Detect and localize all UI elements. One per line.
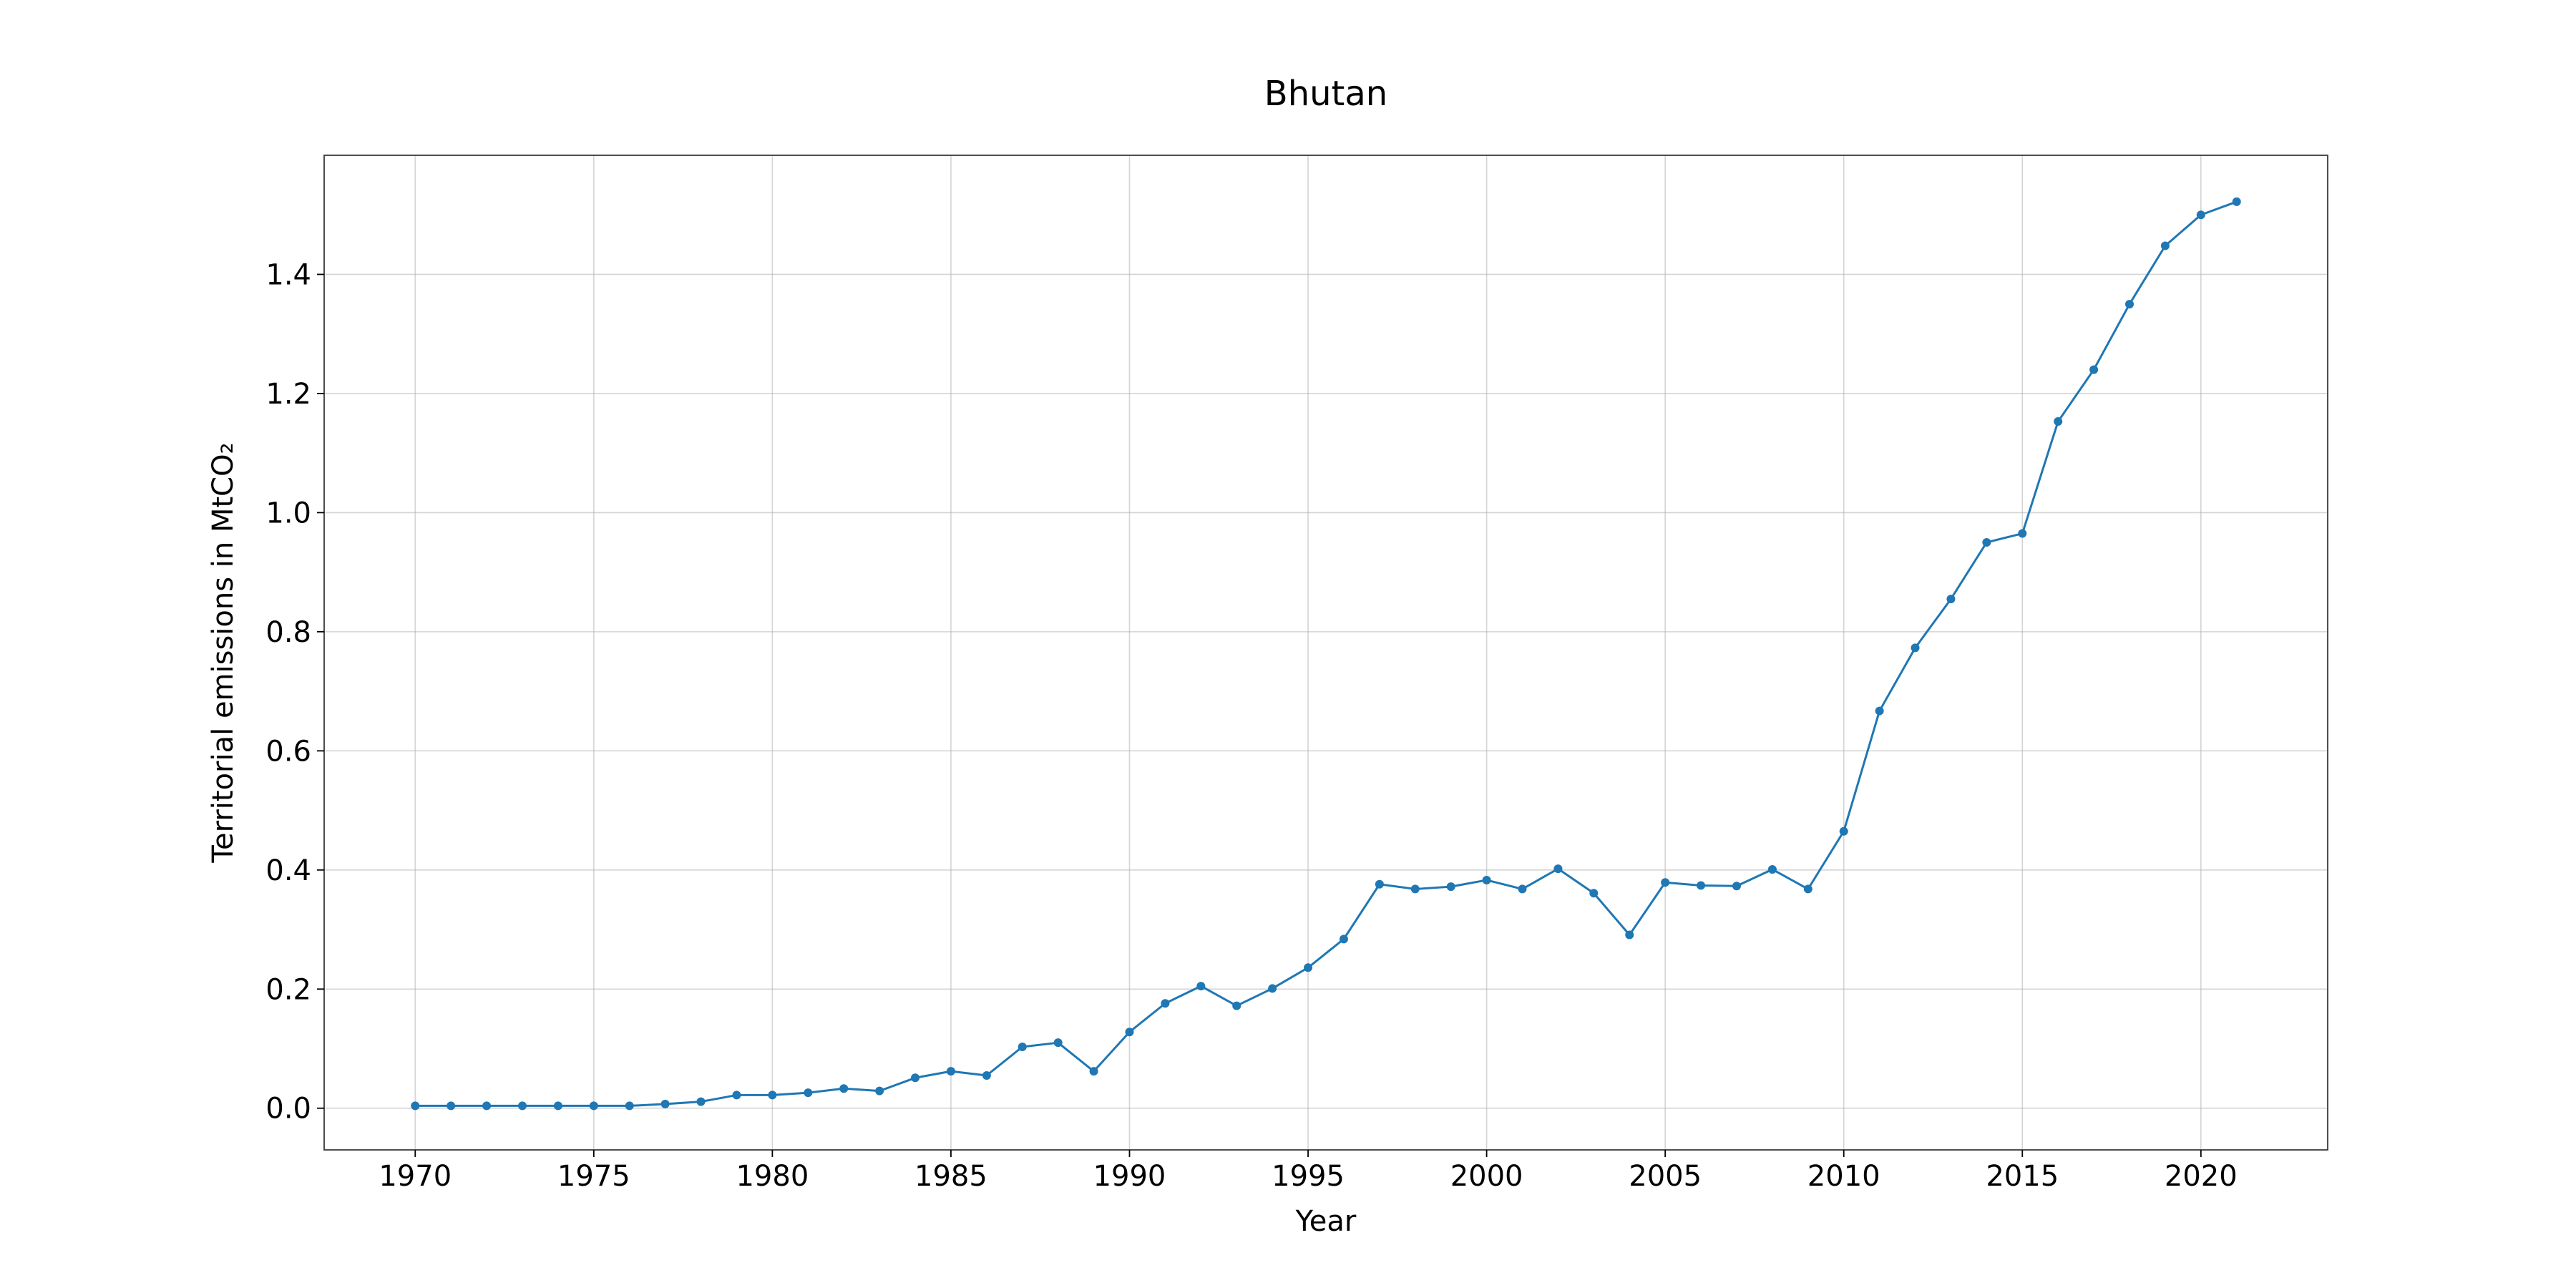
- data-point: [2054, 417, 2063, 426]
- data-point: [660, 1099, 670, 1108]
- data-point: [1875, 706, 1884, 716]
- data-point: [1911, 643, 1920, 653]
- data-point: [1410, 884, 1420, 894]
- x-tick-label: 2015: [1986, 1160, 2059, 1193]
- tick-layer: 1970 1975 1980 1985 1990 1995 2000 2005 2010 2015…: [265, 258, 2237, 1193]
- data-point: [875, 1086, 884, 1096]
- data-point: [804, 1088, 813, 1098]
- data-point: [447, 1101, 456, 1111]
- grid: [324, 155, 2328, 1150]
- data-point: [1232, 1001, 1241, 1010]
- x-tick-label: 2010: [1807, 1160, 1880, 1193]
- data-point: [411, 1101, 420, 1111]
- x-tick-label: 1980: [736, 1160, 809, 1193]
- data-point: [625, 1101, 634, 1111]
- y-tick-label: 0.4: [265, 854, 311, 887]
- x-tick-label: 1990: [1093, 1160, 1166, 1193]
- data-point: [1732, 882, 1741, 891]
- plot-area-frame: [323, 155, 2328, 1151]
- x-axis-title: Year: [1295, 1205, 1357, 1238]
- data-point: [1982, 538, 1991, 547]
- data-point: [1518, 884, 1527, 894]
- data-point: [1018, 1043, 1027, 1052]
- data-point: [1089, 1067, 1098, 1076]
- y-tick-label: 1.0: [265, 497, 311, 530]
- y-tick-label: 0.6: [265, 735, 311, 768]
- x-tick-label: 1985: [914, 1160, 987, 1193]
- data-point: [518, 1101, 527, 1111]
- x-tick-label: 1995: [1272, 1160, 1345, 1193]
- data-point: [1161, 999, 1170, 1008]
- y-tick-label: 0.0: [265, 1093, 311, 1126]
- data-point: [1553, 864, 1563, 874]
- data-point: [1589, 889, 1599, 898]
- y-tick-label: 1.4: [265, 258, 311, 291]
- series-layer: [411, 197, 2241, 1111]
- x-tick-label: 2005: [1629, 1160, 1702, 1193]
- data-point: [482, 1101, 492, 1111]
- series-line: [415, 200, 2238, 1107]
- data-point: [946, 1067, 955, 1076]
- data-point: [2089, 365, 2099, 374]
- data-point: [1839, 826, 1848, 836]
- data-point: [839, 1084, 849, 1093]
- data-point: [2232, 197, 2241, 206]
- data-point: [1625, 930, 1634, 940]
- data-point: [1946, 595, 1956, 604]
- y-axis-title: Territorial emissions in MtCO₂: [207, 442, 240, 863]
- y-tick-label: 0.8: [265, 616, 311, 649]
- data-point: [2124, 300, 2134, 309]
- data-point: [589, 1101, 598, 1111]
- data-point: [1446, 882, 1455, 892]
- data-point: [911, 1073, 920, 1083]
- data-point: [1053, 1038, 1063, 1048]
- data-point: [1697, 881, 1706, 890]
- data-point: [1375, 879, 1384, 889]
- data-point: [982, 1070, 991, 1080]
- x-tick-label: 2020: [2165, 1160, 2238, 1193]
- data-point: [1125, 1028, 1134, 1037]
- data-point: [1339, 935, 1348, 944]
- x-tick-label: 2000: [1450, 1160, 1523, 1193]
- data-point: [1196, 982, 1206, 991]
- data-point: [1268, 984, 1277, 993]
- data-point: [2018, 529, 2027, 538]
- data-point: [2196, 210, 2205, 220]
- data-point: [553, 1101, 562, 1111]
- y-tick-label: 0.2: [265, 973, 311, 1006]
- x-tick-label: 1975: [557, 1160, 630, 1193]
- data-point: [768, 1091, 777, 1100]
- data-point: [696, 1097, 706, 1106]
- data-point: [2160, 241, 2170, 250]
- data-point: [1482, 875, 1491, 884]
- data-point: [1661, 878, 1670, 887]
- data-point: [1767, 864, 1777, 874]
- data-point: [732, 1091, 741, 1100]
- x-tick-label: 1970: [379, 1160, 452, 1193]
- chart-title: Bhutan: [1264, 74, 1387, 114]
- y-tick-label: 1.2: [265, 378, 311, 411]
- data-point: [1304, 963, 1313, 972]
- data-point: [1803, 884, 1813, 894]
